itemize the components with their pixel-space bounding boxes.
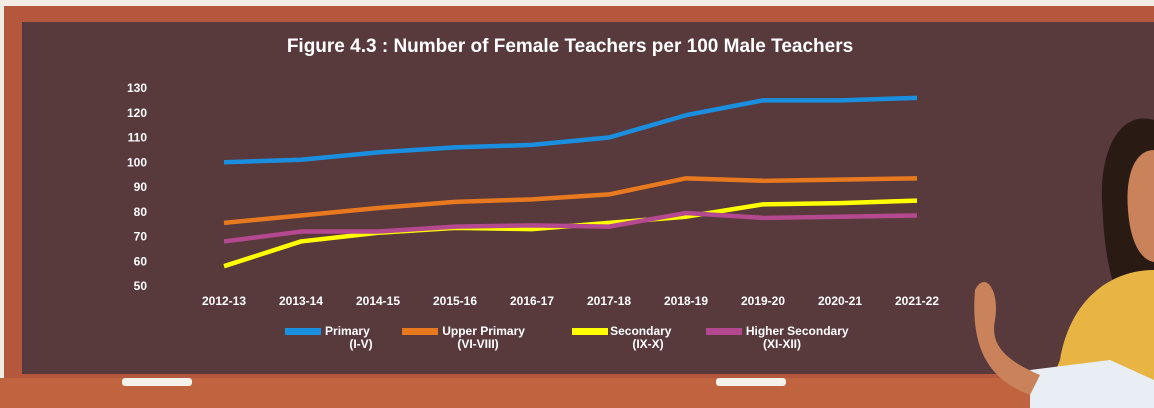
- legend-label: Upper Primary (VI-VIII): [442, 324, 525, 351]
- legend-swatch: [402, 328, 438, 335]
- legend-swatch: [285, 328, 321, 335]
- board-ledge: [0, 378, 1154, 408]
- series-line: [223, 95, 918, 165]
- series-line: [223, 176, 918, 226]
- legend-label: Secondary (IX-X): [610, 324, 672, 351]
- series-line: [223, 210, 918, 244]
- legend-label: Higher Secondary (XI-XII): [746, 324, 849, 351]
- chart-title: Figure 4.3 : Number of Female Teachers p…: [287, 36, 853, 57]
- x-tick-label: 2018-19: [664, 294, 708, 308]
- x-tick-label: 2012-13: [202, 294, 246, 308]
- x-tick-label: 2020-21: [818, 294, 862, 308]
- x-tick-label: 2014-15: [356, 294, 400, 308]
- legend-label: Primary (I-V): [325, 324, 373, 351]
- y-tick-label: 80: [134, 205, 148, 219]
- y-tick-label: 110: [128, 131, 148, 145]
- x-tick-label: 2021-22: [895, 294, 939, 308]
- x-tick-label: 2019-20: [741, 294, 785, 308]
- y-tick-label: 120: [127, 106, 147, 120]
- legend-swatch: [706, 328, 742, 335]
- y-tick-label: 130: [127, 81, 147, 95]
- x-tick-label: 2016-17: [510, 294, 554, 308]
- y-tick-label: 50: [134, 279, 148, 293]
- y-tick-label: 70: [134, 230, 148, 244]
- teacher-illustration: [974, 118, 1154, 408]
- y-tick-label: 90: [134, 180, 148, 194]
- x-tick-label: 2013-14: [279, 294, 323, 308]
- y-tick-label: 60: [134, 254, 148, 268]
- x-tick-label: 2017-18: [587, 294, 631, 308]
- chalk: [716, 378, 786, 386]
- legend-swatch: [572, 328, 608, 335]
- y-tick-label: 100: [127, 155, 147, 169]
- chalk: [122, 378, 192, 386]
- x-tick-label: 2015-16: [433, 294, 477, 308]
